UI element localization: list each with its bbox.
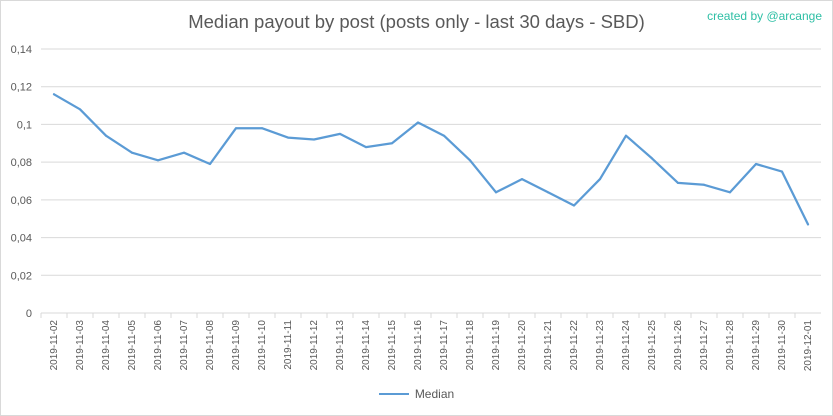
data-point: [417, 121, 419, 124]
x-tick-label: 2019-11-16: [413, 320, 424, 371]
data-point: [495, 191, 497, 194]
data-point: [261, 127, 263, 130]
y-tick-label: 0,04: [11, 233, 32, 245]
y-tick-label: 0,12: [11, 82, 32, 94]
data-point: [183, 151, 185, 154]
data-point: [287, 136, 289, 139]
x-tick-label: 2019-11-18: [465, 320, 476, 371]
data-point: [157, 159, 159, 162]
x-tick-label: 2019-11-13: [335, 320, 346, 371]
data-point: [521, 178, 523, 181]
data-point: [79, 108, 81, 111]
x-tick-label: 2019-11-24: [621, 320, 632, 371]
data-point: [313, 138, 315, 141]
data-point: [391, 142, 393, 145]
data-point: [131, 151, 133, 154]
data-point: [651, 157, 653, 160]
x-tick-label: 2019-11-29: [751, 320, 762, 371]
data-point: [573, 204, 575, 207]
data-point: [365, 146, 367, 149]
legend-label: Median: [414, 387, 455, 401]
y-tick-label: 0,08: [11, 157, 32, 169]
chart-title: Median payout by post (posts only - last…: [188, 11, 645, 32]
x-tick-label: 2019-11-12: [309, 320, 320, 371]
x-tick-label: 2019-11-06: [153, 320, 164, 371]
x-tick-label: 2019-11-17: [439, 320, 450, 371]
x-tick-label: 2019-11-02: [49, 320, 60, 371]
x-tick-label: 2019-11-03: [75, 320, 86, 371]
data-point: [625, 134, 627, 137]
legend: Median: [1, 387, 832, 401]
data-point: [729, 191, 731, 194]
x-tick-label: 2019-11-10: [257, 320, 268, 371]
x-tick-label: 2019-11-21: [543, 320, 554, 371]
x-tick-label: 2019-11-25: [647, 320, 658, 371]
x-tick-label: 2019-11-05: [127, 320, 138, 371]
series-line-median: [52, 93, 810, 226]
x-tick-label: 2019-11-07: [179, 320, 190, 371]
data-point: [547, 191, 549, 194]
y-tick-label: 0,06: [11, 195, 32, 207]
y-tick-label: 0: [26, 308, 32, 320]
x-tick-label: 2019-11-11: [283, 320, 294, 370]
x-tick-label: 2019-11-14: [361, 320, 372, 371]
data-point: [677, 181, 679, 184]
data-point: [755, 163, 757, 166]
data-point: [339, 132, 341, 135]
x-tick-label: 2019-11-30: [777, 320, 788, 371]
data-point: [209, 163, 211, 166]
data-point: [105, 134, 107, 137]
data-point: [807, 223, 809, 226]
x-tick-label: 2019-11-26: [673, 320, 684, 371]
x-tick-label: 2019-11-22: [569, 320, 580, 371]
x-tick-label: 2019-11-19: [491, 320, 502, 371]
data-point: [53, 93, 55, 96]
legend-swatch: [378, 393, 409, 395]
x-tick-label: 2019-11-15: [387, 320, 398, 371]
y-tick-label: 0,14: [11, 44, 32, 56]
x-tick-label: 2019-11-08: [205, 320, 216, 371]
x-tick-label: 2019-11-27: [699, 320, 710, 371]
x-tick-label: 2019-12-01: [803, 320, 814, 372]
data-point: [781, 170, 783, 173]
x-tick-label: 2019-11-23: [595, 320, 606, 371]
data-point: [703, 183, 705, 186]
x-tick-label: 2019-11-09: [231, 320, 242, 371]
y-tick-label: 0,1: [17, 119, 32, 131]
x-tick-label: 2019-11-28: [725, 320, 736, 371]
data-point: [599, 178, 601, 181]
data-point: [469, 159, 471, 162]
credit-label: created by @arcange: [707, 9, 822, 23]
x-tick-label: 2019-11-04: [101, 320, 112, 371]
y-tick-label: 0,02: [11, 270, 32, 282]
data-point: [235, 127, 237, 130]
x-tick-label: 2019-11-20: [517, 320, 528, 371]
data-point: [443, 134, 445, 137]
